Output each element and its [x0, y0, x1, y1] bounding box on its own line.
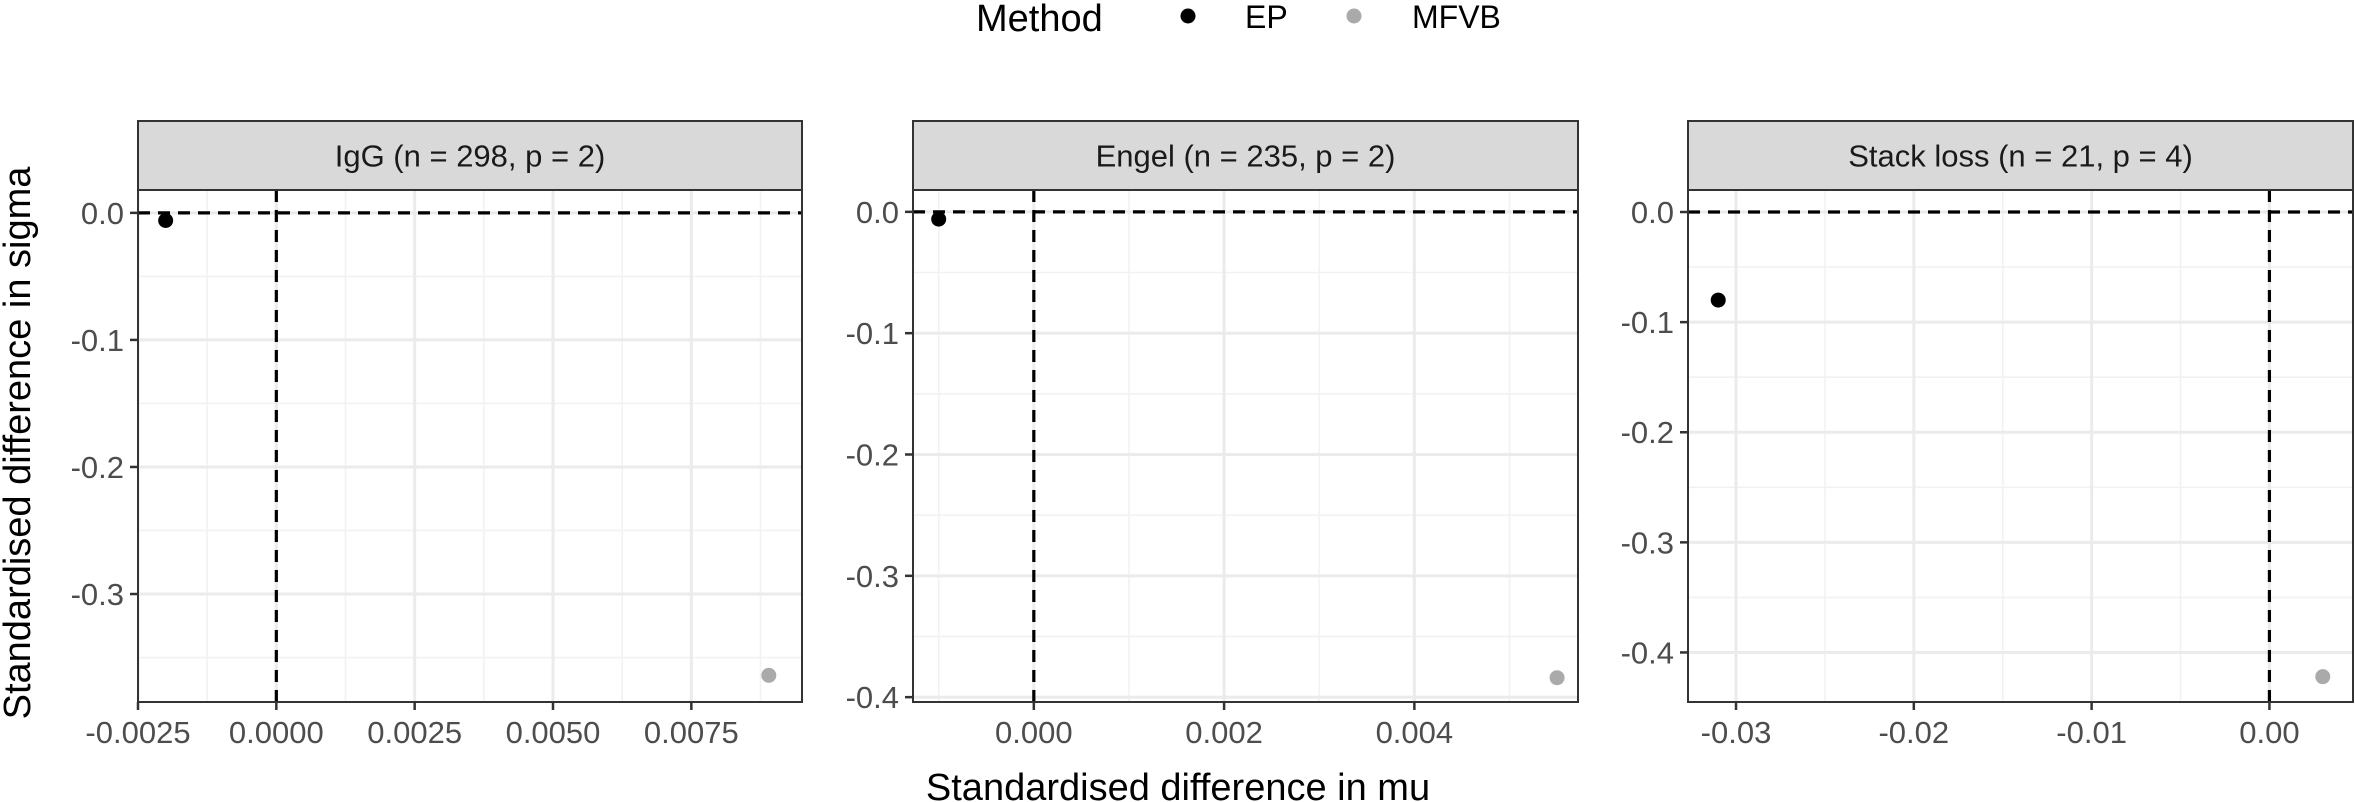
x-axis-title: Standardised difference in mu — [926, 767, 1430, 802]
x-tick-label: -0.03 — [1701, 715, 1772, 750]
x-tick-label: 0.0075 — [644, 715, 739, 750]
data-point-mfvb — [1549, 670, 1565, 686]
y-tick-label: -0.3 — [846, 559, 899, 594]
y-tick-label: -0.1 — [846, 316, 899, 351]
y-tick-label: 0.0 — [81, 196, 124, 231]
x-tick-label: 0.000 — [995, 715, 1073, 750]
y-tick-label: -0.4 — [1621, 635, 1674, 670]
y-tick-label: -0.1 — [71, 323, 124, 358]
y-tick-label: -0.2 — [71, 450, 124, 485]
data-point-mfvb — [2315, 669, 2331, 685]
y-tick-label: -0.3 — [1621, 525, 1674, 560]
legend-label-mfvb: MFVB — [1412, 0, 1501, 35]
x-tick-label: -0.02 — [1878, 715, 1949, 750]
plot-background — [913, 190, 1578, 702]
facet-panels: IgG (n = 298, p = 2) -0.0025 0.0000 0.0025 0… — [71, 120, 2354, 750]
legend-key-mfvb — [1346, 8, 1362, 24]
facet-title: Engel (n = 235, p = 2) — [1096, 139, 1396, 174]
x-tick-label: -0.0025 — [85, 715, 190, 750]
legend-label-ep: EP — [1245, 0, 1288, 35]
legend-title: Method — [976, 0, 1103, 40]
data-point-ep — [1710, 292, 1726, 308]
y-tick-label: -0.2 — [1621, 415, 1674, 450]
plot-background — [138, 190, 802, 702]
data-point-ep — [158, 212, 174, 228]
y-tick-label: 0.0 — [1631, 195, 1674, 230]
x-tick-label: 0.0000 — [229, 715, 324, 750]
legend: Method EP MFVB — [976, 0, 1501, 40]
x-tick-label: -0.01 — [2056, 715, 2127, 750]
plot-background — [1688, 190, 2353, 702]
facet-panel-3: Stack loss (n = 21, p = 4) -0.03 -0.02 -0.0… — [1621, 120, 2354, 750]
y-axis-title: Standardised difference in sigma — [0, 166, 39, 720]
facet-title: IgG (n = 298, p = 2) — [335, 139, 606, 174]
y-tick-label: -0.2 — [846, 437, 899, 472]
x-tick-label: 0.0025 — [367, 715, 462, 750]
x-tick-label: 0.0050 — [506, 715, 601, 750]
y-tick-label: 0.0 — [856, 195, 899, 230]
facet-panel-1: IgG (n = 298, p = 2) -0.0025 0.0000 0.0025 0… — [71, 120, 803, 750]
facet-strip — [1687, 120, 2354, 191]
y-tick-label: -0.4 — [846, 680, 899, 715]
facet-strip — [137, 120, 803, 191]
data-point-ep — [931, 211, 947, 227]
x-tick-label: 0.002 — [1185, 715, 1263, 750]
facet-title: Stack loss (n = 21, p = 4) — [1848, 139, 2193, 174]
y-tick-label: -0.3 — [71, 577, 124, 612]
x-tick-label: 0.004 — [1376, 715, 1454, 750]
data-point-mfvb — [761, 667, 777, 683]
gridlines — [138, 190, 802, 702]
facet-panel-2: Engel (n = 235, p = 2) 0.000 0.002 0.004 0.0… — [846, 120, 1579, 750]
y-tick-label: -0.1 — [1621, 305, 1674, 340]
facet-strip — [912, 120, 1579, 191]
legend-key-ep — [1180, 8, 1196, 24]
x-tick-label: 0.00 — [2239, 715, 2299, 750]
